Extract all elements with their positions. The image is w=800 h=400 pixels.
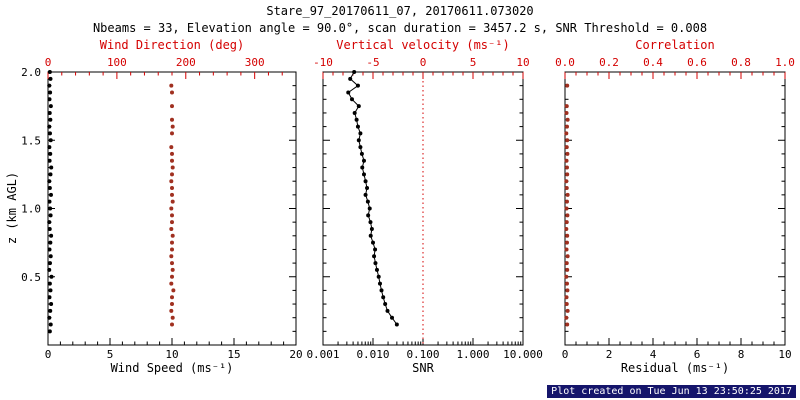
top-tick-label: 0 [420, 56, 427, 69]
y-tick-label: 1.5 [21, 134, 41, 147]
x-tick-label: 6 [694, 348, 701, 361]
top-tick-label: 0 [45, 56, 52, 69]
top-tick-label: -10 [313, 56, 333, 69]
plot-frame [564, 71, 786, 346]
series-wind-direction [169, 83, 176, 327]
creation-timestamp: Plot created on Tue Jun 13 23:50:25 2017 [547, 385, 796, 398]
page-title: Stare_97_20170611_07, 20170611.073020 [266, 4, 534, 18]
axis-label-snr: SNR [412, 361, 434, 375]
top-tick-label: 0.0 [555, 56, 575, 69]
top-tick-label: -5 [366, 56, 379, 69]
x-tick-label: 0.100 [406, 348, 439, 361]
x-tick-label: 5 [107, 348, 114, 361]
panel-3: 0 2 4 6 8 10 0.0 0.2 0.4 0.6 0.8 1.0 [555, 56, 795, 361]
y-tick-label: 1.0 [21, 203, 41, 216]
axis-title-vertical-velocity: Vertical velocity (ms⁻¹) [336, 38, 510, 52]
x-tick-label: 4 [650, 348, 657, 361]
x-tick-label: 20 [289, 348, 302, 361]
top-tick-label: 5 [470, 56, 477, 69]
top-tick-label: 300 [245, 56, 265, 69]
axis-title-wind-direction: Wind Direction (deg) [99, 38, 245, 52]
top-tick-label: 0.4 [643, 56, 663, 69]
top-tick-label: 100 [107, 56, 127, 69]
top-tick-label: 10 [516, 56, 529, 69]
panel-2: 0.001 0.010 0.100 1.000 10.000 -10 -5 0 5 10 [306, 56, 542, 361]
x-tick-label: 10 [165, 348, 178, 361]
top-tick-label: 0.8 [731, 56, 751, 69]
x-tick-label: 0.010 [356, 348, 389, 361]
top-tick-label: 0.6 [687, 56, 707, 69]
x-tick-label: 10.000 [503, 348, 543, 361]
top-tick-label: 200 [176, 56, 196, 69]
series-residual [564, 83, 570, 327]
axis-label-residual: Residual (ms⁻¹) [620, 361, 730, 375]
series-snr-profile [346, 70, 399, 327]
x-tick-label: 0 [562, 348, 569, 361]
x-tick-label: 8 [738, 348, 745, 361]
x-tick-label: 15 [227, 348, 240, 361]
series-wind-speed [47, 70, 54, 334]
x-tick-label: 1.000 [456, 348, 489, 361]
x-tick-label: 0.001 [306, 348, 339, 361]
axis-label-wind-speed: Wind Speed (ms⁻¹) [110, 361, 234, 375]
axis-title-correlation: Correlation [635, 38, 715, 52]
x-tick-label: 0 [45, 348, 52, 361]
axis-label-height: z (km AGL) [5, 171, 19, 245]
x-tick-label: 2 [606, 348, 613, 361]
x-tick-label: 10 [778, 348, 791, 361]
top-tick-label: 1.0 [775, 56, 795, 69]
top-tick-label: 0.2 [599, 56, 619, 69]
page-subtitle: Nbeams = 33, Elevation angle = 90.0°, sc… [92, 21, 708, 35]
y-tick-label: 2.0 [21, 66, 41, 79]
y-tick-label: 0.5 [21, 271, 41, 284]
